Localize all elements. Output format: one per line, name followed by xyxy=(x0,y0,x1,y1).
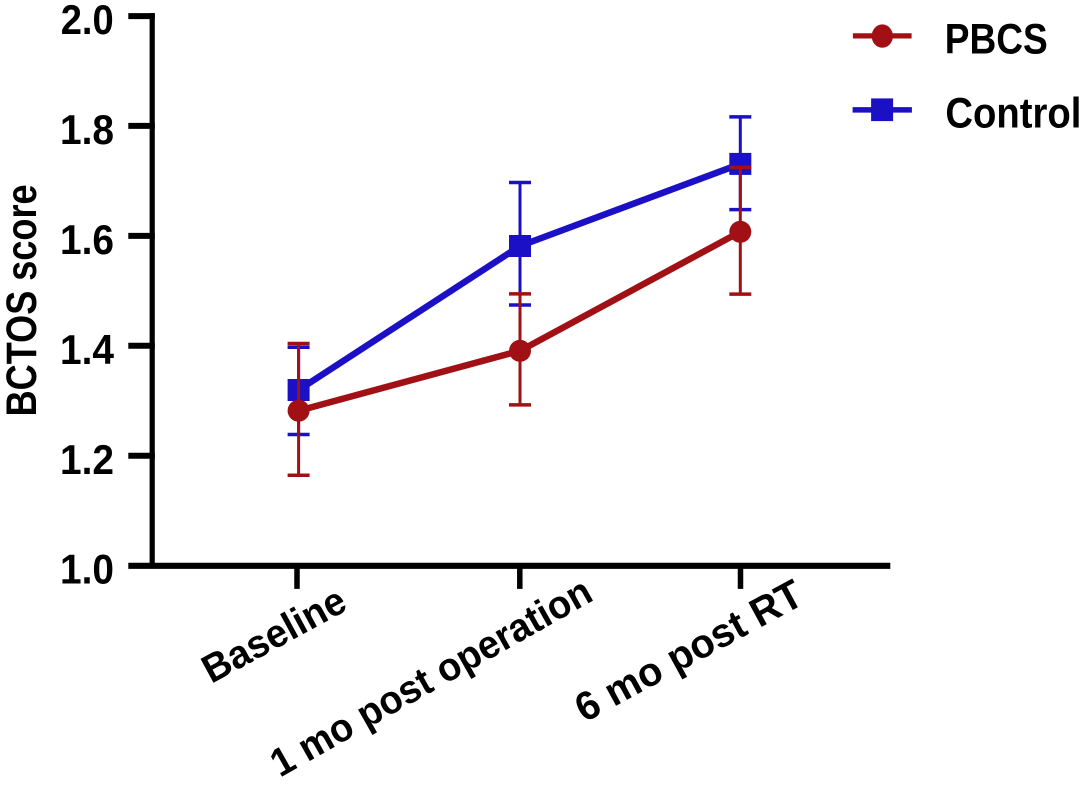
svg-text:1.4: 1.4 xyxy=(60,326,115,373)
svg-text:1.2: 1.2 xyxy=(60,436,114,483)
svg-text:1.6: 1.6 xyxy=(60,216,114,263)
svg-text:1.8: 1.8 xyxy=(60,106,114,153)
svg-text:Control: Control xyxy=(945,90,1080,137)
svg-text:PBCS: PBCS xyxy=(945,16,1048,63)
svg-text:BCTOS score: BCTOS score xyxy=(0,184,46,416)
svg-text:1.0: 1.0 xyxy=(60,546,114,593)
svg-text:2.0: 2.0 xyxy=(61,0,114,43)
